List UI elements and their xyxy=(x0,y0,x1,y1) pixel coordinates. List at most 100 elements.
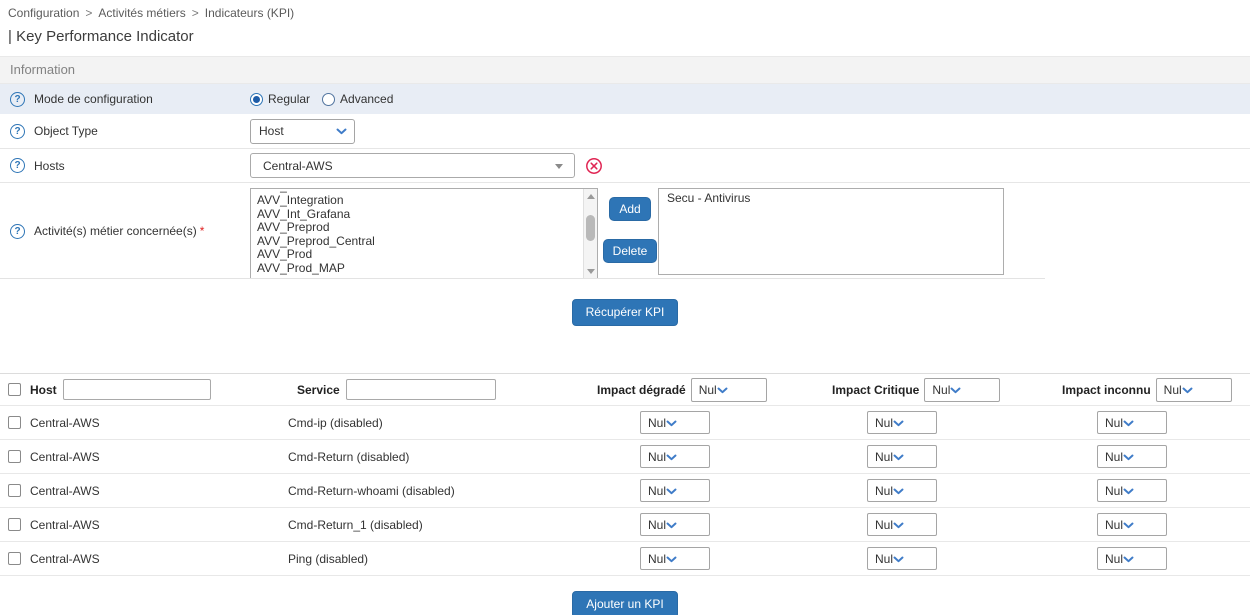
host-cell: Central-AWS xyxy=(30,483,100,498)
impact-critical-select[interactable]: Nul xyxy=(867,411,937,434)
kpi-table-header: Host Service Impact dégradé Nul Impact C… xyxy=(0,374,1250,406)
list-item[interactable]: AVV_Prod xyxy=(257,247,313,261)
radio-regular[interactable]: Regular xyxy=(250,92,310,106)
breadcrumb-indicateurs-kpi[interactable]: Indicateurs (KPI) xyxy=(204,6,295,20)
row-checkbox[interactable] xyxy=(8,416,21,429)
page-title: | Key Performance Indicator xyxy=(8,28,194,45)
service-cell: Cmd-Return (disabled) xyxy=(288,449,410,464)
impact-degraded-header-select[interactable]: Nul xyxy=(690,377,767,402)
radio-selected-icon xyxy=(250,92,263,106)
impact-unknown-header-select[interactable]: Nul xyxy=(1155,377,1232,402)
header-impact-unknown-cell: Impact inconnu Nul xyxy=(1040,377,1250,402)
object-type-value: Host xyxy=(259,124,284,138)
host-cell: Central-AWS xyxy=(30,449,100,464)
chevron-down-icon xyxy=(893,450,904,464)
impact-unknown-select[interactable]: Nul xyxy=(1097,547,1167,570)
impact-degraded-select[interactable]: Nul xyxy=(640,445,710,468)
header-impact-degraded-cell: Impact dégradé Nul xyxy=(595,377,810,402)
impact-critical-label: Impact Critique xyxy=(832,382,920,397)
select-all-checkbox[interactable] xyxy=(8,383,21,396)
help-icon[interactable]: ? xyxy=(10,223,25,239)
list-item[interactable]: AVV_Int_Grafana xyxy=(257,206,351,221)
impact-critical-select[interactable]: Nul xyxy=(867,479,937,502)
scroll-up-icon[interactable] xyxy=(584,190,597,202)
activities-available-list[interactable]: AVV_ AVV_Integration AVV_Int_Grafana AVV… xyxy=(250,188,598,279)
row-checkbox[interactable] xyxy=(8,484,21,497)
object-type-select[interactable]: Host xyxy=(250,118,355,144)
hosts-value: Central-AWS xyxy=(263,158,333,173)
delete-button[interactable]: Delete xyxy=(602,239,658,263)
chevron-down-icon xyxy=(1123,416,1134,430)
radio-advanced[interactable]: Advanced xyxy=(322,92,393,106)
activities-label: Activité(s) métier concernée(s) xyxy=(34,224,197,238)
help-icon[interactable]: ? xyxy=(10,123,25,139)
table-row: Central-AWS Cmd-Return (disabled) Nul Nu… xyxy=(0,440,1250,474)
object-type-label-cell: ? Object Type xyxy=(0,123,250,139)
chevron-down-icon xyxy=(1182,383,1193,397)
impact-unknown-select[interactable]: Nul xyxy=(1097,479,1167,502)
mode-label-cell: ? Mode de configuration xyxy=(0,91,250,107)
host-filter-input[interactable] xyxy=(62,379,211,400)
service-cell: Cmd-Return_1 (disabled) xyxy=(288,517,423,532)
breadcrumb-separator: > xyxy=(85,6,93,20)
required-marker: * xyxy=(199,224,205,238)
kpi-form: ? Mode de configuration Regular Advanced… xyxy=(0,84,1250,279)
list-item[interactable]: Secu - Antivirus xyxy=(667,191,751,205)
help-icon[interactable]: ? xyxy=(10,91,25,107)
impact-critical-select[interactable]: Nul xyxy=(867,513,937,536)
impact-degraded-select[interactable]: Nul xyxy=(640,547,710,570)
header-impact-critical-cell: Impact Critique Nul xyxy=(810,377,1040,402)
list-item[interactable]: AVV_Integration xyxy=(257,193,344,207)
row-checkbox[interactable] xyxy=(8,518,21,531)
add-button[interactable]: Add xyxy=(609,197,651,221)
row-checkbox[interactable] xyxy=(8,552,21,565)
activities-selected-list[interactable]: Secu - Antivirus xyxy=(658,188,1004,275)
impact-unknown-select[interactable]: Nul xyxy=(1097,411,1167,434)
chevron-down-icon xyxy=(666,484,677,498)
impact-unknown-select[interactable]: Nul xyxy=(1097,445,1167,468)
impact-degraded-select[interactable]: Nul xyxy=(640,479,710,502)
list-item[interactable]: AVV_Preprod xyxy=(257,220,330,234)
host-cell: Central-AWS xyxy=(30,551,100,566)
object-type-label: Object Type xyxy=(34,124,98,138)
scrollbar-thumb[interactable] xyxy=(586,215,595,241)
host-column-label: Host xyxy=(30,382,57,397)
breadcrumb-configuration[interactable]: Configuration xyxy=(8,6,80,20)
list-item[interactable]: AVV_Preprod_Central xyxy=(257,233,375,248)
vertical-scrollbar[interactable] xyxy=(583,189,597,278)
chevron-down-icon xyxy=(893,552,904,566)
chevron-down-icon xyxy=(1123,552,1134,566)
mode-radio-group: Regular Advanced xyxy=(250,92,405,106)
impact-critical-select[interactable]: Nul xyxy=(867,445,937,468)
service-column-label: Service xyxy=(297,382,340,397)
remove-host-icon[interactable] xyxy=(585,157,603,175)
impact-unknown-select[interactable]: Nul xyxy=(1097,513,1167,536)
service-filter-input[interactable] xyxy=(345,379,496,400)
chevron-down-icon xyxy=(893,484,904,498)
impact-degraded-select[interactable]: Nul xyxy=(640,411,710,434)
impact-critical-header-select[interactable]: Nul xyxy=(924,377,1001,402)
breadcrumb-separator: > xyxy=(191,6,199,20)
retrieve-kpi-button[interactable]: Récupérer KPI xyxy=(571,299,679,326)
breadcrumb-activites-metiers[interactable]: Activités métiers xyxy=(98,6,186,20)
chevron-down-icon xyxy=(666,552,677,566)
add-kpi-button[interactable]: Ajouter un KPI xyxy=(572,591,678,615)
help-icon[interactable]: ? xyxy=(10,158,25,173)
activities-label-cell: ? Activité(s) métier concernée(s) * xyxy=(0,183,250,279)
impact-degraded-label: Impact dégradé xyxy=(597,382,686,397)
header-host-cell: Host xyxy=(0,379,283,400)
service-cell: Cmd-ip (disabled) xyxy=(288,415,383,430)
chevron-down-icon xyxy=(1123,484,1134,498)
chevron-down-icon xyxy=(717,383,728,397)
host-cell: Central-AWS xyxy=(30,415,100,430)
list-item[interactable]: AVV_Prod_MAP xyxy=(257,260,345,275)
row-checkbox[interactable] xyxy=(8,450,21,463)
table-row: Central-AWS Cmd-Return-whoami (disabled)… xyxy=(0,474,1250,508)
header-service-cell: Service xyxy=(283,379,595,400)
hosts-select[interactable]: Central-AWS xyxy=(250,153,575,178)
scroll-down-icon[interactable] xyxy=(584,265,597,277)
list-item-partial[interactable]: AVV_ xyxy=(257,190,597,194)
impact-critical-select[interactable]: Nul xyxy=(867,547,937,570)
impact-degraded-select[interactable]: Nul xyxy=(640,513,710,536)
